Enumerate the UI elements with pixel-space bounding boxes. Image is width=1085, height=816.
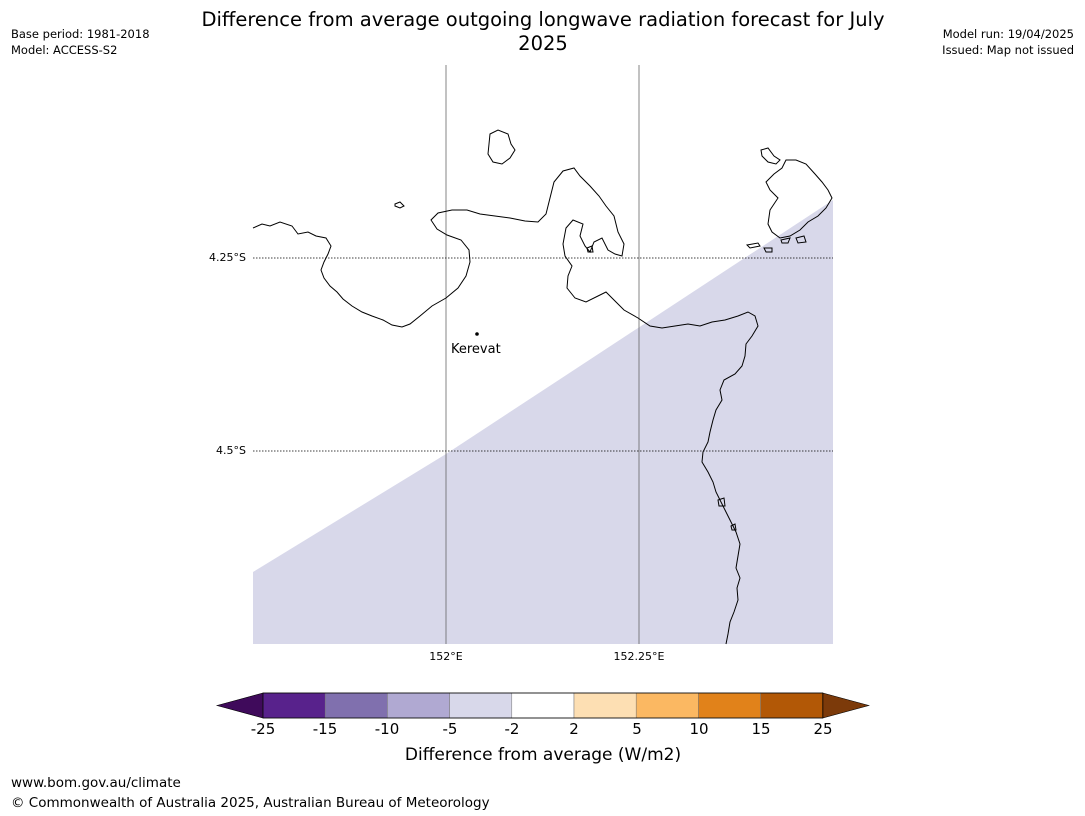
colorbar-tick: 5 — [632, 720, 642, 738]
lat-label-4-25s: 4.25°S — [209, 251, 246, 264]
colorbar-tick: 2 — [569, 720, 579, 738]
colorbar-tick: -25 — [250, 720, 276, 738]
coastline — [252, 129, 833, 645]
colorbar-segment — [760, 692, 824, 719]
colorbar-extend-low — [215, 692, 264, 719]
lat-label-4-5s: 4.5°S — [216, 444, 246, 457]
meta-left: Base period: 1981-2018 Model: ACCESS-S2 — [11, 26, 150, 58]
model-run: Model run: 19/04/2025 — [942, 27, 1074, 41]
colorbar-tick: -10 — [374, 720, 400, 738]
place-label-kerevat: Kerevat — [451, 342, 501, 357]
footer-url[interactable]: www.bom.gov.au/climate — [11, 775, 181, 791]
kerevat-marker — [475, 332, 479, 336]
colorbar-segment — [511, 692, 575, 719]
colorbar-segment — [262, 692, 326, 719]
issued-status: Issued: Map not issued — [942, 43, 1074, 57]
colorbar-tick: -2 — [504, 720, 520, 738]
colorbar-outline — [262, 692, 824, 719]
colorbar-tick: -15 — [312, 720, 338, 738]
base-period: Base period: 1981-2018 — [11, 27, 150, 41]
colorbar-segment — [635, 692, 699, 719]
colorbar-segment — [324, 692, 388, 719]
model-name: Model: ACCESS-S2 — [11, 43, 118, 57]
colorbar-segment — [387, 692, 450, 719]
anomaly-shading — [253, 200, 833, 644]
colorbar-label: Difference from average (W/m2) — [404, 745, 682, 765]
colorbar-tick: -5 — [442, 720, 458, 738]
colorbar — [215, 692, 870, 719]
colorbar-segment — [449, 692, 513, 719]
colorbar-extend-high — [822, 692, 870, 719]
colorbar-tick: 10 — [689, 720, 709, 738]
footer-copyright: © Commonwealth of Australia 2025, Austra… — [11, 795, 490, 811]
map-title: Difference from average outgoing longwav… — [201, 8, 885, 55]
colorbar-segment — [698, 692, 761, 719]
colorbar-tick: 15 — [751, 720, 771, 738]
meta-right: Model run: 19/04/2025 Issued: Map not is… — [942, 26, 1074, 58]
lon-label-152e: 152°E — [429, 650, 463, 663]
colorbar-tick: 25 — [813, 720, 833, 738]
colorbar-segment — [573, 692, 637, 719]
lon-label-152-25e: 152.25°E — [613, 650, 665, 663]
